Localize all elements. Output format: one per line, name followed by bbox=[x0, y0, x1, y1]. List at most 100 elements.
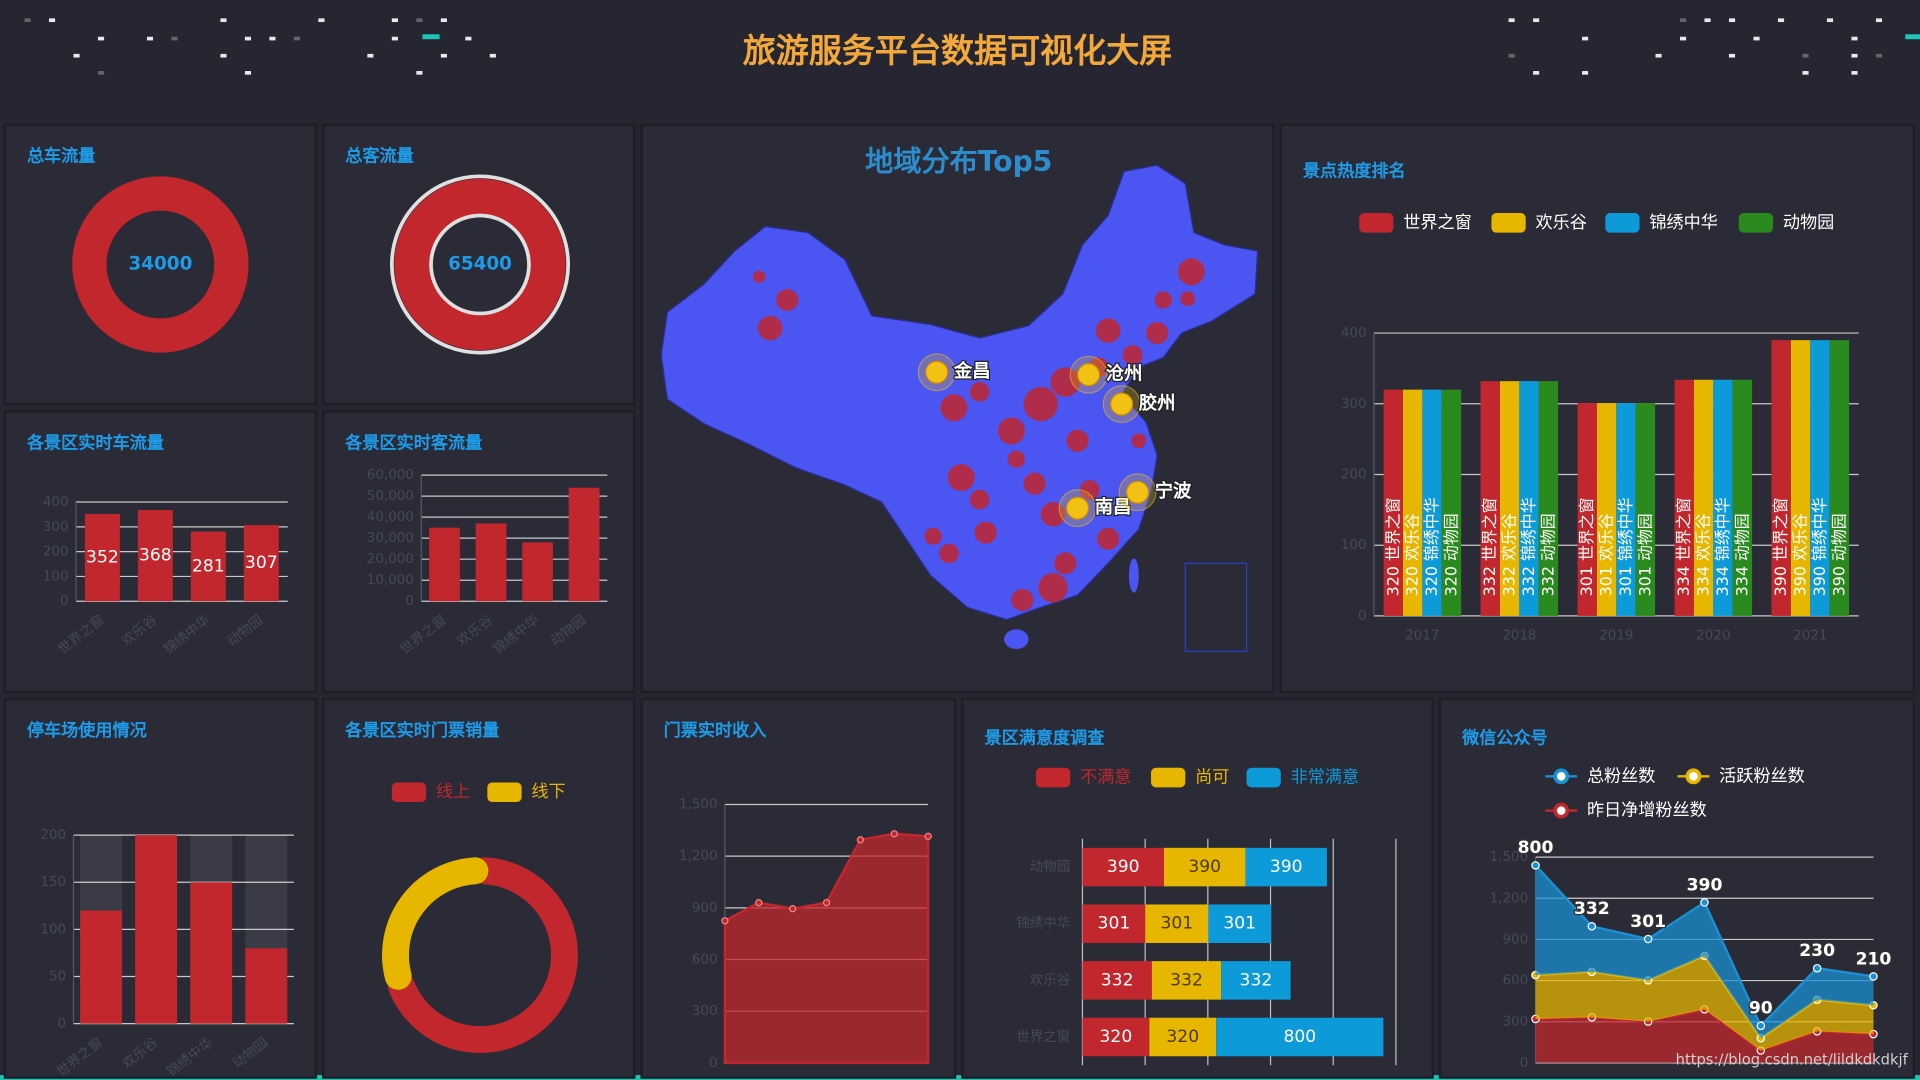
bar-value-label: 301 世界之窗 bbox=[1577, 497, 1596, 596]
bar-value: 332 bbox=[1538, 566, 1557, 596]
legend-label: 世界之窗 bbox=[1403, 213, 1472, 233]
panel-title: 景区满意度调查 bbox=[984, 727, 1105, 748]
bar-segment bbox=[1082, 1017, 1150, 1057]
bar bbox=[1829, 340, 1850, 616]
bar-value-label: 334 欢乐谷 bbox=[1693, 513, 1712, 596]
legend-label: 非常满意 bbox=[1291, 768, 1359, 788]
bar-series-name: 动物园 bbox=[1635, 513, 1654, 561]
bar bbox=[1790, 340, 1811, 616]
legend-swatch bbox=[1738, 213, 1774, 233]
map-scatter bbox=[947, 464, 975, 492]
decor-dot bbox=[1802, 71, 1809, 75]
y-tick-label: 40,000 bbox=[367, 510, 414, 525]
legend-label: 不满意 bbox=[1080, 768, 1131, 788]
bar-segment bbox=[1245, 847, 1327, 887]
map-point bbox=[1125, 480, 1150, 504]
bar-value-label: 301 bbox=[1223, 914, 1256, 934]
y-tick-label: 20,000 bbox=[367, 552, 414, 567]
donut-segment bbox=[387, 857, 578, 1053]
panel bbox=[322, 697, 636, 1079]
donut-segment bbox=[382, 857, 489, 990]
bar-value-label: 334 世界之窗 bbox=[1674, 497, 1693, 596]
legend-label: 欢乐谷 bbox=[1536, 213, 1587, 233]
decor-dot bbox=[73, 53, 80, 58]
point-value-label: 90 bbox=[1749, 999, 1773, 1019]
point bbox=[822, 898, 831, 907]
area bbox=[1535, 955, 1874, 1051]
map-scatter bbox=[776, 288, 799, 312]
bar-series-name: 世界之窗 bbox=[1674, 497, 1693, 561]
bar-segment bbox=[1163, 847, 1246, 887]
bar-value-label: 332 bbox=[1240, 970, 1273, 990]
bar-series-name: 锦绣中华 bbox=[1422, 497, 1441, 561]
map-scatter bbox=[939, 543, 959, 564]
decor-dot bbox=[367, 53, 374, 58]
donut-inner-outline bbox=[429, 213, 531, 316]
bar-series-name: 世界之窗 bbox=[1383, 497, 1402, 561]
bar-value-label: 301 锦绣中华 bbox=[1616, 497, 1635, 596]
decor-dot bbox=[269, 36, 276, 41]
point bbox=[1700, 898, 1709, 907]
bar-value: 332 bbox=[1519, 566, 1538, 596]
legend-swatch bbox=[391, 782, 427, 803]
bar-value-label: 320 欢乐谷 bbox=[1402, 513, 1421, 596]
map-title: 地域分布Top5 bbox=[865, 145, 1052, 178]
panel-title: 各景区实时门票销量 bbox=[344, 720, 499, 741]
decor-dot bbox=[1582, 71, 1589, 75]
bar-segment bbox=[1216, 1017, 1384, 1057]
bar-value-label: 368 bbox=[139, 546, 172, 566]
bar bbox=[1519, 381, 1539, 616]
bar-value: 390 bbox=[1790, 566, 1809, 596]
point-value-label: 332 bbox=[1574, 899, 1610, 919]
bar-series-name: 欢乐谷 bbox=[1596, 513, 1615, 561]
donut-value: 34000 bbox=[128, 253, 192, 274]
panel-title: 门票实时收入 bbox=[664, 720, 767, 741]
decor-dot bbox=[1753, 36, 1760, 41]
y-tick-label: 0 bbox=[1358, 609, 1367, 624]
area bbox=[1535, 1009, 1874, 1063]
y-tick-label: 10,000 bbox=[367, 573, 414, 588]
decor-dot bbox=[1680, 18, 1687, 23]
decor-dot bbox=[1704, 18, 1711, 23]
panel-title: 停车场使用情况 bbox=[27, 720, 147, 741]
bar-value-label: 332 动物园 bbox=[1538, 513, 1557, 596]
bar bbox=[475, 523, 507, 602]
y-tick-label: 300 bbox=[43, 520, 69, 535]
decor-dot bbox=[489, 53, 496, 58]
legend-label: 动物园 bbox=[1783, 213, 1834, 233]
point-value-label: 800 bbox=[1518, 838, 1554, 858]
x-tick-label: 2017 bbox=[1405, 629, 1439, 644]
map-scatter bbox=[1038, 573, 1068, 603]
bar-value-label: 332 欢乐谷 bbox=[1499, 513, 1518, 596]
legend-swatch bbox=[1246, 767, 1281, 788]
bar-series-name: 欢乐谷 bbox=[1693, 513, 1712, 561]
donut-ring bbox=[72, 176, 249, 353]
y-tick-label: 400 bbox=[43, 495, 69, 510]
map-scatter bbox=[1095, 318, 1121, 343]
bar-value: 301 bbox=[1596, 566, 1615, 596]
bar-value-label: 390 欢乐谷 bbox=[1790, 513, 1809, 596]
decor-dot bbox=[220, 53, 227, 58]
decor-dot bbox=[293, 36, 300, 41]
bar-segment bbox=[1221, 961, 1291, 1000]
map-point-label: 宁波 bbox=[1155, 480, 1192, 502]
legend-swatch bbox=[1359, 213, 1394, 233]
bar-value-label: 390 锦绣中华 bbox=[1809, 497, 1828, 596]
bar bbox=[1635, 403, 1656, 616]
legend-dot bbox=[1685, 768, 1702, 785]
bar-series-name: 世界之窗 bbox=[1771, 497, 1790, 561]
legend-label: 总粉丝数 bbox=[1587, 766, 1656, 786]
map-scatter bbox=[1177, 258, 1205, 286]
decor bbox=[24, 18, 1920, 75]
map-scatter bbox=[969, 489, 990, 510]
decor-dot bbox=[416, 18, 423, 23]
donut-value: 65400 bbox=[448, 253, 512, 274]
decor-dot bbox=[465, 36, 472, 41]
point-value-label: 390 bbox=[1687, 875, 1723, 895]
bar-segment bbox=[1082, 961, 1152, 1000]
bar bbox=[1713, 379, 1733, 616]
y-tick-label: 30,000 bbox=[367, 531, 414, 546]
decor-dot bbox=[24, 18, 31, 23]
map-land bbox=[660, 164, 1259, 621]
bar bbox=[1732, 379, 1753, 616]
